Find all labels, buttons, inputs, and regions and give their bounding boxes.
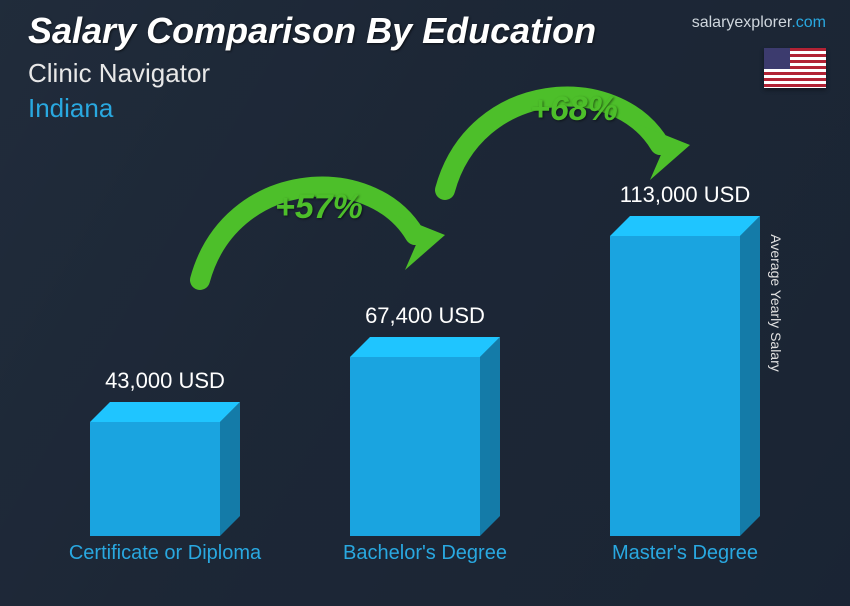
bar-category-label: Certificate or Diploma (65, 542, 265, 565)
bar-side (740, 216, 760, 536)
increase-pct-label: +57% (275, 188, 363, 227)
brand-tld: .com (791, 14, 826, 31)
bar-front (90, 422, 220, 536)
bar-front (610, 236, 740, 536)
salary-bar-chart: 43,000 USDCertificate or Diploma67,400 U… (50, 150, 790, 536)
bar-value-label: 43,000 USD (55, 368, 275, 394)
bar-category-label: Bachelor's Degree (325, 542, 525, 565)
bar-top (350, 337, 500, 357)
increase-arrow-1 (415, 50, 695, 220)
bar-front (350, 357, 480, 536)
increase-pct-label: +68% (530, 90, 618, 129)
bar-top (90, 402, 240, 422)
bar-side (480, 337, 500, 536)
brand-label: salaryexplorer.com (692, 14, 826, 32)
brand-name: salaryexplorer (692, 14, 792, 31)
bar-side (220, 402, 240, 536)
us-flag-icon (764, 48, 826, 88)
bar-category-label: Master's Degree (585, 542, 785, 565)
